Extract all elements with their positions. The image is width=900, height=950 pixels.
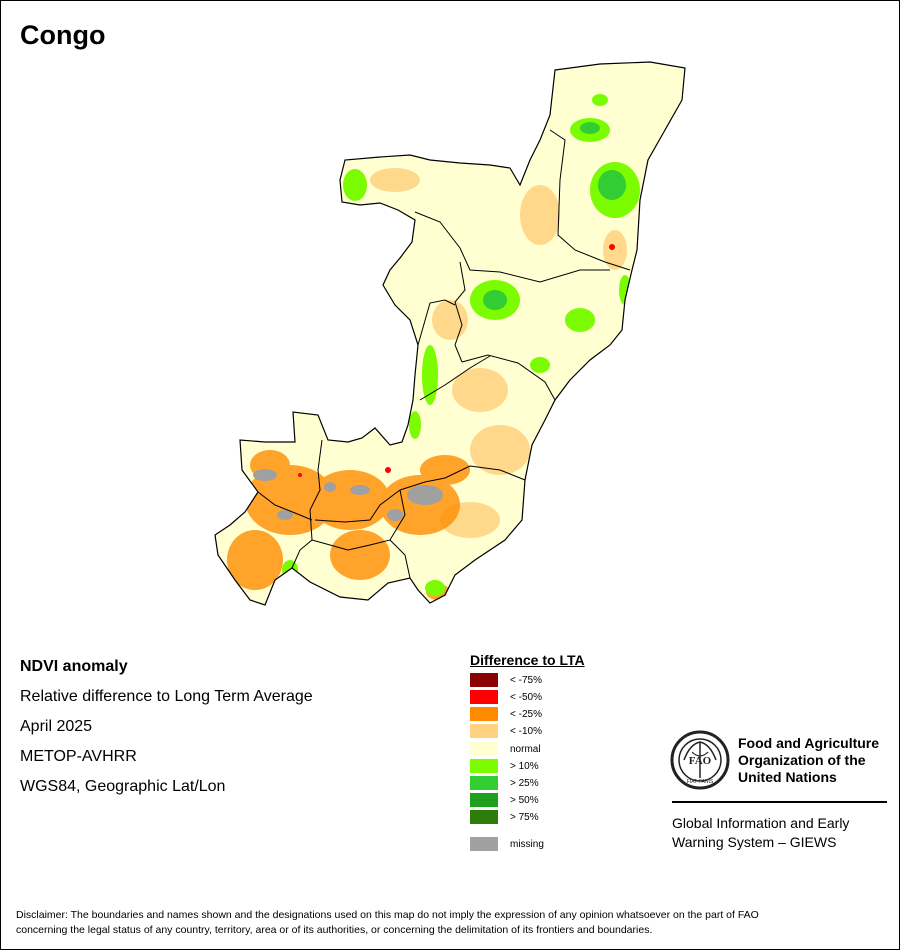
legend-label: > 75% bbox=[510, 811, 539, 823]
legend-item: < -25% bbox=[470, 707, 542, 721]
projection-label: WGS84, Geographic Lat/Lon bbox=[20, 778, 226, 795]
legend-item: < -75% bbox=[470, 673, 542, 687]
legend-title: Difference to LTA bbox=[470, 652, 585, 668]
legend-swatch bbox=[470, 690, 498, 704]
giews-label: Global Information and Early Warning Sys… bbox=[672, 815, 850, 850]
fao-logo-text: FAO bbox=[689, 755, 712, 767]
legend-swatch bbox=[470, 707, 498, 721]
country-map bbox=[214, 61, 686, 606]
sensor-label: METOP-AVHRR bbox=[20, 748, 137, 765]
legend-item: > 25% bbox=[470, 776, 539, 790]
legend-label: < -75% bbox=[510, 674, 542, 686]
legend-swatch bbox=[470, 810, 498, 824]
period-label: April 2025 bbox=[20, 718, 93, 735]
legend-swatch bbox=[470, 759, 498, 773]
legend-item: missing bbox=[470, 837, 544, 851]
legend-item: > 50% bbox=[470, 793, 539, 807]
legend-swatch bbox=[470, 793, 498, 807]
product-description: Relative difference to Long Term Average bbox=[20, 688, 313, 705]
map-title: Congo bbox=[20, 20, 106, 50]
fao-logo: FAO FIAT PANIS bbox=[670, 730, 730, 790]
fao-logo-motto: FIAT PANIS bbox=[687, 779, 714, 785]
legend-swatch bbox=[470, 837, 498, 851]
legend: Difference to LTA < -75% < -50% < -25% < -1… bbox=[470, 652, 585, 851]
divider bbox=[672, 801, 887, 803]
legend-label: > 50% bbox=[510, 794, 539, 806]
organization-name: Food and Agriculture Organization of the… bbox=[738, 735, 880, 785]
disclaimer: Disclaimer: The boundaries and names sho… bbox=[16, 909, 759, 936]
legend-label: < -25% bbox=[510, 708, 542, 720]
map-info-block: NDVI anomaly Relative difference to Long… bbox=[20, 656, 313, 806]
legend-label: > 10% bbox=[510, 760, 539, 772]
legend-item: > 10% bbox=[470, 759, 539, 773]
legend-swatch bbox=[470, 673, 498, 687]
legend-label: missing bbox=[510, 838, 544, 850]
legend-item: normal bbox=[470, 742, 541, 756]
legend-label: normal bbox=[510, 743, 541, 755]
legend-item: < -10% bbox=[470, 724, 542, 738]
legend-swatch bbox=[470, 724, 498, 738]
legend-label: < -50% bbox=[510, 691, 542, 703]
legend-label: < -10% bbox=[510, 725, 542, 737]
legend-item: < -50% bbox=[470, 690, 542, 704]
legend-item: > 75% bbox=[470, 810, 539, 824]
product-name: NDVI anomaly bbox=[20, 658, 128, 675]
legend-label: > 25% bbox=[510, 777, 539, 789]
legend-swatch bbox=[470, 776, 498, 790]
legend-swatch bbox=[470, 742, 498, 756]
